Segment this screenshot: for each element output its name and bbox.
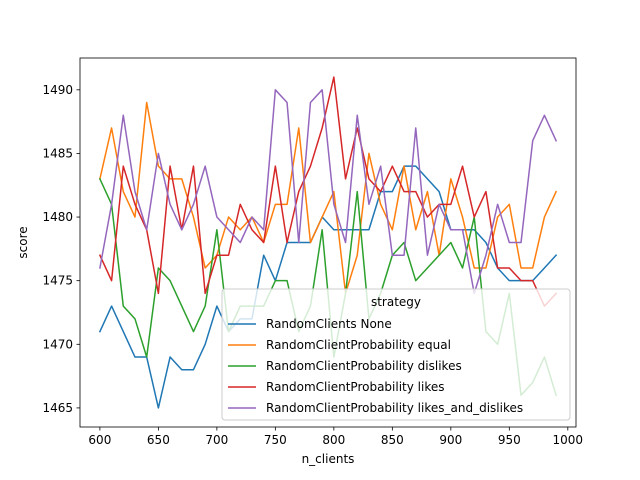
- legend-title: strategy: [371, 295, 421, 309]
- plot-frame: [79, 57, 577, 428]
- y-tick-label: 1475: [42, 274, 73, 288]
- series-line-4: [99, 89, 558, 295]
- series-line-0: [98, 165, 558, 409]
- legend-entry-1: RandomClientProbability equal: [266, 338, 451, 352]
- y-tick-label: 1470: [42, 337, 73, 351]
- x-tick-label: 850: [381, 433, 404, 447]
- series-line-3: [98, 76, 558, 307]
- axes-layer: 600 650 700 750 800 850 900 950 1000 1465 1470 1475…: [16, 57, 584, 466]
- y-tick-label: 1465: [42, 401, 73, 415]
- x-tick-label: 950: [498, 433, 521, 447]
- x-tick-label: 650: [147, 433, 170, 447]
- legend-box: [221, 288, 571, 421]
- legend-entry-0: RandomClients None: [266, 317, 392, 331]
- x-tick-label: 1000: [553, 433, 584, 447]
- y-tick-label: 1480: [42, 210, 73, 224]
- y-tick-label: 1490: [42, 83, 73, 97]
- x-tick-label: 900: [439, 433, 462, 447]
- x-tick-label: 800: [322, 433, 345, 447]
- x-tick-label: 600: [88, 433, 111, 447]
- legend-entry-2: RandomClientProbability dislikes: [266, 359, 462, 373]
- x-axis-label: n_clients: [302, 452, 355, 466]
- legend-entry-3: RandomClientProbability likes: [266, 380, 445, 394]
- legend: strategy RandomClients None RandomClientPr…: [221, 288, 571, 421]
- y-tick-label: 1485: [42, 146, 73, 160]
- y-axis-label: score: [16, 226, 30, 258]
- legend-entry-4: RandomClientProbability likes_and_dislik…: [266, 401, 523, 415]
- x-tick-label: 750: [264, 433, 287, 447]
- x-tick-label: 700: [205, 433, 228, 447]
